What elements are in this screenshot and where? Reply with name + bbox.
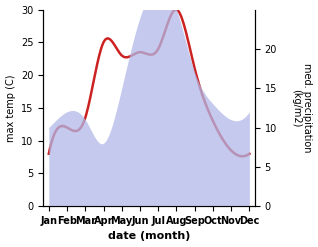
X-axis label: date (month): date (month) xyxy=(108,231,190,242)
Y-axis label: max temp (C): max temp (C) xyxy=(5,74,16,142)
Y-axis label: med. precipitation
(kg/m2): med. precipitation (kg/m2) xyxy=(291,63,313,153)
